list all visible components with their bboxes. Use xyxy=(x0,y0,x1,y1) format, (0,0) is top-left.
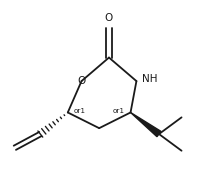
Text: O: O xyxy=(105,13,113,23)
Text: NH: NH xyxy=(142,74,157,84)
Text: O: O xyxy=(77,76,85,86)
Text: or1: or1 xyxy=(73,108,85,114)
Polygon shape xyxy=(130,112,161,137)
Text: or1: or1 xyxy=(113,108,125,114)
